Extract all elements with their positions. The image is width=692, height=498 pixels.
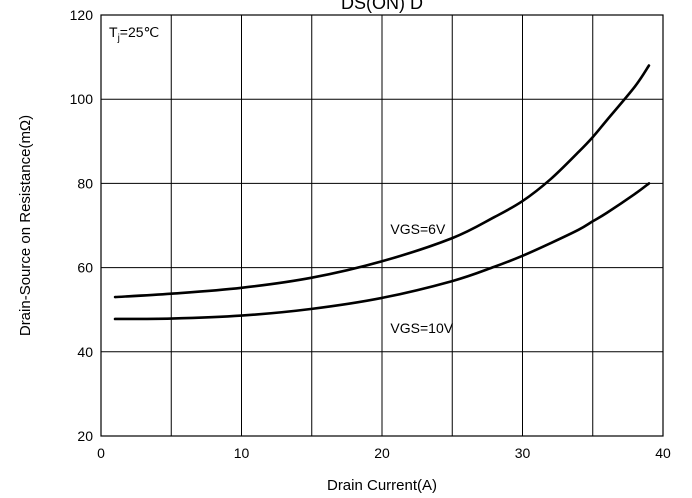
- temperature-subscript: j: [117, 33, 120, 44]
- x-tick-labels: 0 10 20 30 40: [97, 445, 671, 461]
- y-tick-label: 80: [77, 175, 93, 191]
- x-tick-label: 40: [655, 445, 671, 461]
- temperature-rest: =25℃: [120, 24, 159, 40]
- y-tick-label: 120: [70, 7, 94, 23]
- y-tick-labels: 20 40 60 80 100 120: [70, 7, 94, 444]
- series-line-vgs-10v: [113, 182, 651, 321]
- series-line-vgs-6v: [113, 64, 651, 299]
- y-tick-label: 40: [77, 344, 93, 360]
- x-tick-label: 30: [515, 445, 531, 461]
- series-label-vgs-6v: VGS=6V: [390, 221, 446, 237]
- series-label-vgs-10v: VGS=10V: [390, 320, 453, 336]
- y-axis-label: Drain-Source on Resistance(mΩ): [17, 115, 34, 336]
- y-tick-label: 60: [77, 260, 93, 276]
- chart-title: DS(ON) D: [341, 0, 423, 13]
- x-axis-label: Drain Current(A): [327, 477, 437, 494]
- series: [113, 64, 651, 321]
- x-tick-label: 20: [374, 445, 390, 461]
- chart-title-text: DS(ON) D: [341, 0, 423, 13]
- grid: [101, 15, 663, 436]
- temperature-main: T: [109, 24, 118, 40]
- y-tick-label: 20: [77, 428, 93, 444]
- y-tick-label: 100: [70, 91, 94, 107]
- x-tick-label: 0: [97, 445, 105, 461]
- temperature-annotation: Tj=25℃: [109, 24, 159, 44]
- x-tick-label: 10: [234, 445, 250, 461]
- plot-frame: [100, 14, 664, 437]
- series-labels: VGS=6V VGS=10V: [390, 221, 453, 336]
